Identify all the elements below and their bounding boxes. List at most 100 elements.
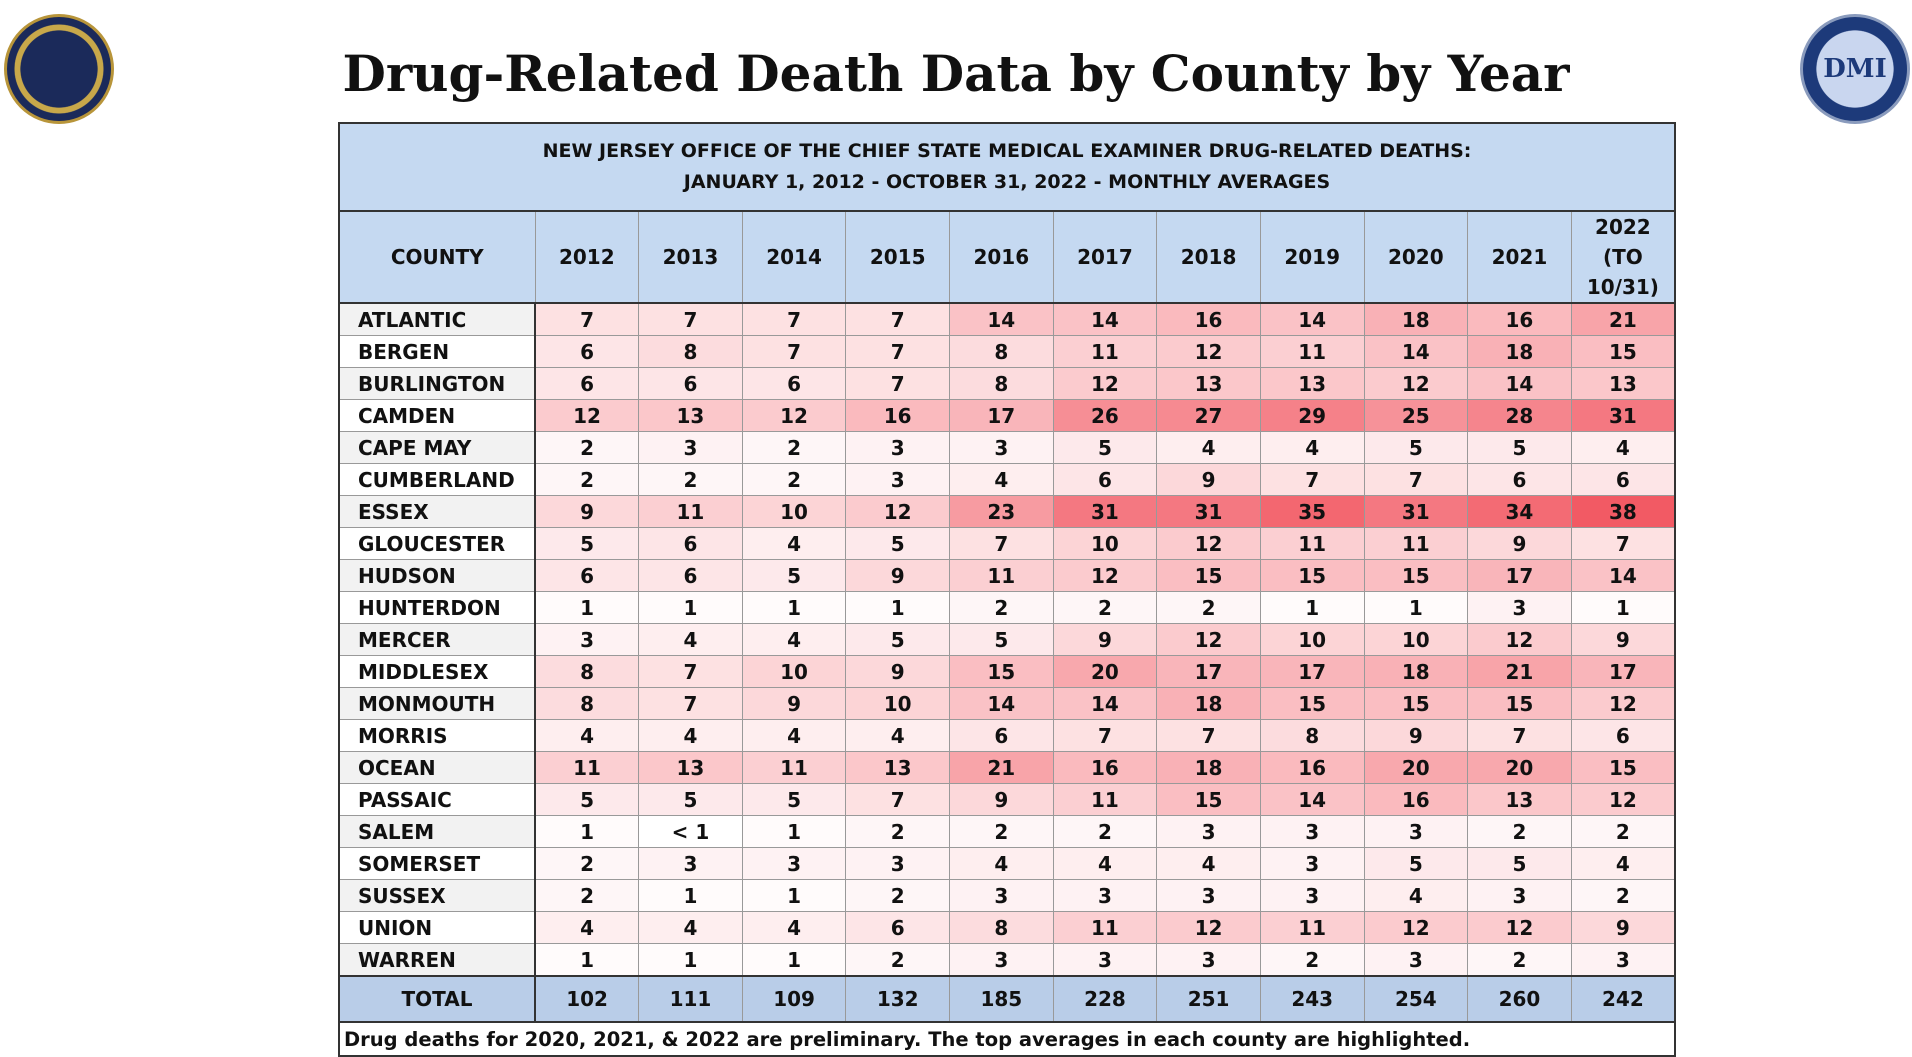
value-cell: 4 <box>638 911 743 944</box>
value-cell: 8 <box>949 911 1054 944</box>
value-cell: 3 <box>1467 879 1572 912</box>
value-cell: 20 <box>1052 655 1158 688</box>
column-header: 2020 <box>1363 210 1469 304</box>
value-cell: 7 <box>741 302 847 336</box>
value-cell: 17 <box>1467 559 1572 592</box>
value-cell: 15 <box>1363 687 1469 720</box>
table-row: ESSEX 9 11 10 12 23 31 31 35 31 34 38 <box>338 495 1676 528</box>
value-cell: 9 <box>1467 527 1572 560</box>
value-cell: 18 <box>1156 687 1261 720</box>
value-cell: 11 <box>1052 335 1158 368</box>
value-cell: 3 <box>1052 879 1158 912</box>
value-cell: 12 <box>1467 623 1572 656</box>
table-row: HUNTERDON 1 1 1 1 2 2 2 1 1 3 1 <box>338 591 1676 624</box>
value-cell: 12 <box>741 399 847 432</box>
value-cell: 7 <box>1570 527 1676 560</box>
value-cell: 7 <box>845 302 950 336</box>
value-cell: 7 <box>534 302 640 336</box>
value-cell: 4 <box>1156 431 1261 464</box>
column-header: 2014 <box>741 210 847 304</box>
value-cell: 15 <box>1156 783 1261 816</box>
value-cell: 3 <box>949 943 1054 977</box>
total-cell: 251 <box>1156 975 1261 1023</box>
total-cell: 185 <box>949 975 1054 1023</box>
value-cell: 7 <box>845 367 950 400</box>
value-cell: 31 <box>1570 399 1676 432</box>
value-cell: 20 <box>1467 751 1572 784</box>
value-cell: 4 <box>1052 847 1158 880</box>
value-cell: 9 <box>1363 719 1469 752</box>
value-cell: 4 <box>741 911 847 944</box>
value-cell: 29 <box>1259 399 1365 432</box>
value-cell: 15 <box>949 655 1054 688</box>
value-cell: 4 <box>1259 431 1365 464</box>
value-cell: 1 <box>638 591 743 624</box>
footnote: Drug deaths for 2020, 2021, & 2022 are p… <box>338 1021 1676 1057</box>
value-cell: 9 <box>1052 623 1158 656</box>
value-cell: 6 <box>534 559 640 592</box>
value-cell: 7 <box>638 655 743 688</box>
logo: DMI <box>1800 14 1910 124</box>
value-cell: 7 <box>741 335 847 368</box>
value-cell: 31 <box>1363 495 1469 528</box>
value-cell: 7 <box>845 783 950 816</box>
value-cell: 20 <box>1363 751 1469 784</box>
value-cell: 5 <box>741 559 847 592</box>
value-cell: 16 <box>1259 751 1365 784</box>
value-cell: 18 <box>1156 751 1261 784</box>
value-cell: 12 <box>1052 367 1158 400</box>
value-cell: 5 <box>534 527 640 560</box>
value-cell: 6 <box>638 559 743 592</box>
value-cell: 34 <box>1467 495 1572 528</box>
value-cell: 15 <box>1156 559 1261 592</box>
value-cell: 4 <box>638 719 743 752</box>
value-cell: 12 <box>1467 911 1572 944</box>
total-cell: 109 <box>741 975 847 1023</box>
value-cell: 23 <box>949 495 1054 528</box>
value-cell: 21 <box>1570 302 1676 336</box>
value-cell: 6 <box>534 367 640 400</box>
value-cell: 2 <box>1570 815 1676 848</box>
value-cell: 4 <box>741 527 847 560</box>
value-cell: 17 <box>1570 655 1676 688</box>
total-cell: 111 <box>638 975 743 1023</box>
county-cell: SALEM <box>338 815 536 848</box>
table-row: UNION 4 4 4 6 8 11 12 11 12 12 9 <box>338 911 1676 944</box>
value-cell: 2 <box>1259 943 1365 977</box>
value-cell: 4 <box>1156 847 1261 880</box>
value-cell: 15 <box>1259 559 1365 592</box>
value-cell: 15 <box>1570 751 1676 784</box>
value-cell: 1 <box>534 815 640 848</box>
value-cell: 13 <box>1467 783 1572 816</box>
value-cell: 4 <box>741 623 847 656</box>
value-cell: 6 <box>638 527 743 560</box>
value-cell: 9 <box>534 495 640 528</box>
value-cell: 6 <box>1467 463 1572 496</box>
value-cell: 6 <box>638 367 743 400</box>
table-row: BURLINGTON 6 6 6 7 8 12 13 13 12 14 13 <box>338 367 1676 400</box>
value-cell: 11 <box>1052 911 1158 944</box>
value-cell: 3 <box>1570 943 1676 977</box>
column-header: COUNTY <box>338 210 536 304</box>
county-cell: UNION <box>338 911 536 944</box>
value-cell: 14 <box>1363 335 1469 368</box>
value-cell: 38 <box>1570 495 1676 528</box>
table-row: CUMBERLAND 2 2 2 3 4 6 9 7 7 6 6 <box>338 463 1676 496</box>
data-table: NEW JERSEY OFFICE OF THE CHIEF STATE MED… <box>338 122 1676 1057</box>
value-cell: 7 <box>638 302 743 336</box>
value-cell: 9 <box>845 559 950 592</box>
value-cell: 3 <box>949 879 1054 912</box>
value-cell: 3 <box>534 623 640 656</box>
value-cell: 5 <box>1467 847 1572 880</box>
value-cell: 10 <box>1052 527 1158 560</box>
value-cell: 14 <box>1052 302 1158 336</box>
table-row: MONMOUTH 8 7 9 10 14 14 18 15 15 15 12 <box>338 687 1676 720</box>
value-cell: 7 <box>1259 463 1365 496</box>
value-cell: 14 <box>1570 559 1676 592</box>
value-cell: 11 <box>1052 783 1158 816</box>
value-cell: 3 <box>1363 943 1469 977</box>
county-cell: HUDSON <box>338 559 536 592</box>
value-cell: 6 <box>741 367 847 400</box>
table-row: GLOUCESTER 5 6 4 5 7 10 12 11 11 9 7 <box>338 527 1676 560</box>
